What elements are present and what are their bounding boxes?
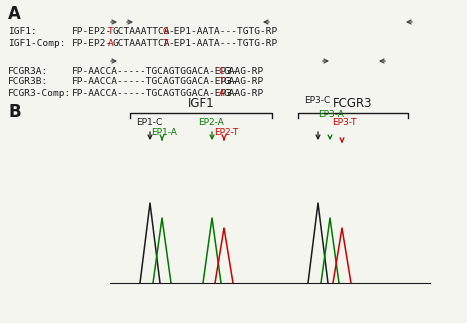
Text: A: A (8, 5, 21, 23)
Text: GCTAAATTCA: GCTAAATTCA (113, 38, 170, 47)
Text: T: T (107, 27, 113, 36)
Text: T: T (219, 78, 224, 87)
Text: A: A (219, 89, 224, 98)
Text: B: B (8, 103, 21, 121)
Text: -EP1-AATA---TGTG-RP: -EP1-AATA---TGTG-RP (168, 27, 277, 36)
Text: FP-EP2-: FP-EP2- (72, 38, 112, 47)
Text: FCGR3A:: FCGR3A: (8, 67, 48, 76)
Text: GCTAAATTCA: GCTAAATTCA (113, 27, 170, 36)
Text: G: G (163, 27, 169, 36)
Text: FCGR3-Comp:: FCGR3-Comp: (8, 89, 71, 98)
Text: EP3-A: EP3-A (318, 110, 344, 119)
Text: FP-AACCA-----TGCAGTGGACA-EP3-: FP-AACCA-----TGCAGTGGACA-EP3- (72, 89, 239, 98)
Text: FP-EP2-: FP-EP2- (72, 27, 112, 36)
Text: FCGR3: FCGR3 (333, 97, 373, 110)
Text: GAAG-RP: GAAG-RP (224, 89, 264, 98)
Text: EP3-T: EP3-T (332, 118, 356, 127)
Text: EP2-A: EP2-A (198, 118, 224, 127)
Text: IGF1: IGF1 (188, 97, 214, 110)
Text: C: C (219, 67, 224, 76)
Text: T: T (163, 38, 169, 47)
Text: FP-AACCA-----TGCAGTGGACA-EP3-: FP-AACCA-----TGCAGTGGACA-EP3- (72, 78, 239, 87)
Text: -EP1-AATA---TGTG-RP: -EP1-AATA---TGTG-RP (168, 38, 277, 47)
Text: EP3-C: EP3-C (304, 96, 330, 105)
Text: FCGR3B:: FCGR3B: (8, 78, 48, 87)
Text: GAAG-RP: GAAG-RP (224, 78, 264, 87)
Text: A: A (107, 38, 113, 47)
Text: EP1-C: EP1-C (136, 118, 162, 127)
Text: FP-AACCA-----TGCAGTGGACA-EP3-: FP-AACCA-----TGCAGTGGACA-EP3- (72, 67, 239, 76)
Text: IGF1:: IGF1: (8, 27, 37, 36)
Text: EP2-T: EP2-T (214, 128, 238, 137)
Text: EP1-A: EP1-A (151, 128, 177, 137)
Text: GAAG-RP: GAAG-RP (224, 67, 264, 76)
Text: IGF1-Comp:: IGF1-Comp: (8, 38, 65, 47)
